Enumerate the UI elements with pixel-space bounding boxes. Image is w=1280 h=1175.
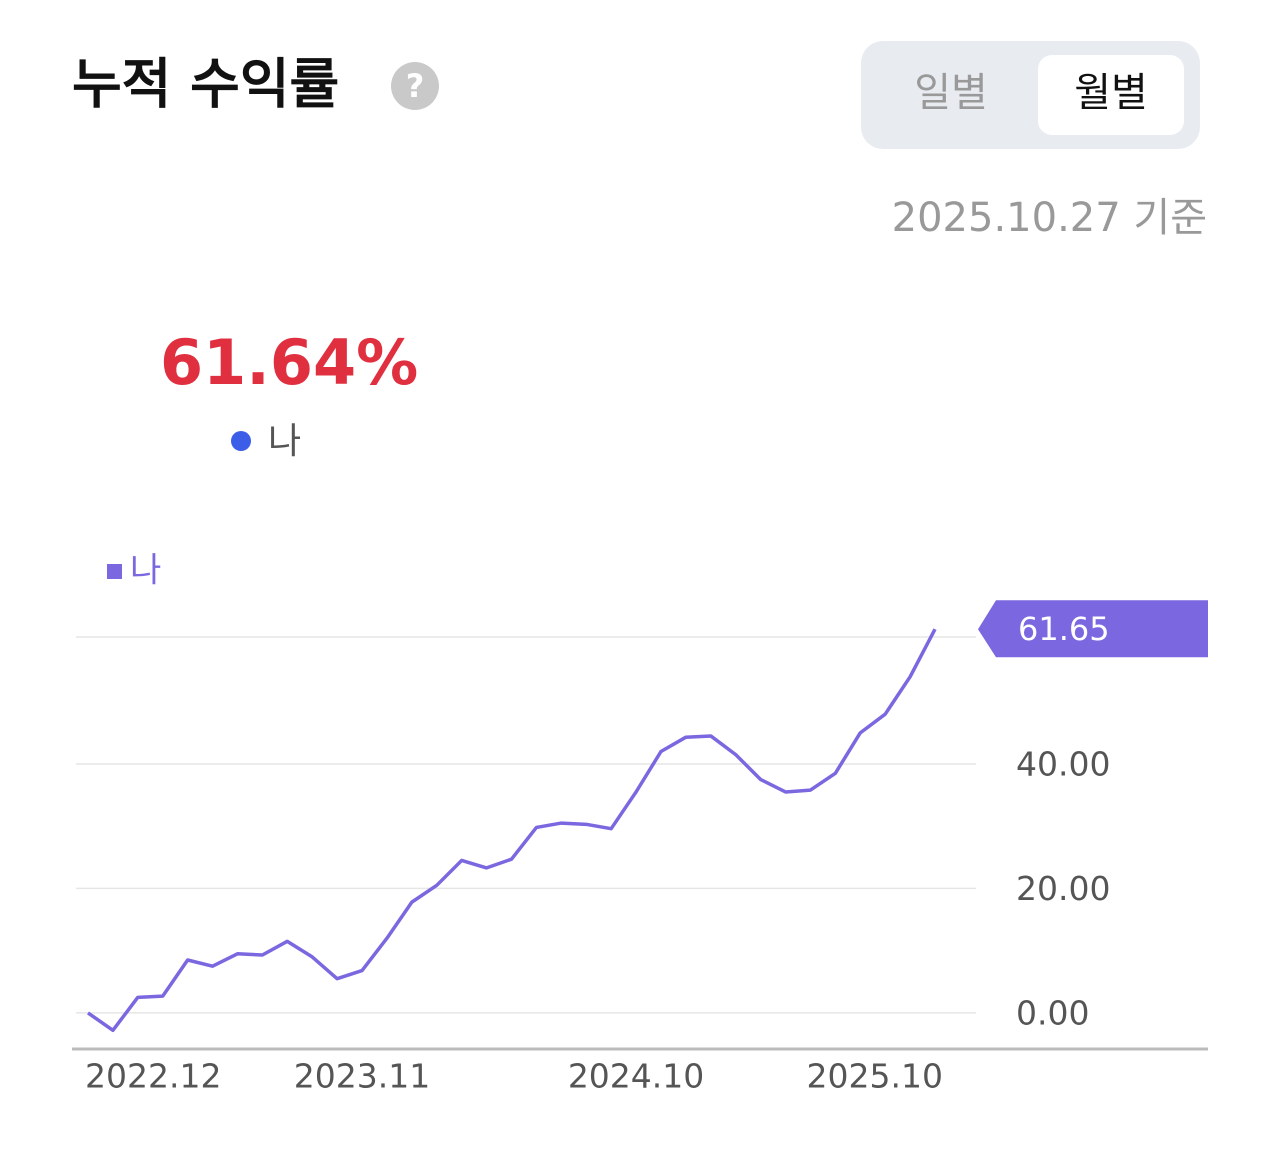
summary-legend-dot xyxy=(231,431,251,451)
help-icon[interactable]: ? xyxy=(391,62,439,110)
tab[interactable]: 월별 xyxy=(1074,70,1148,116)
tab-selected-bg xyxy=(1038,55,1184,135)
last-value-badge xyxy=(978,600,1208,658)
line xyxy=(86,628,937,1033)
x-tick-label: 2024.10 xyxy=(568,1057,704,1096)
summary-value: 61.64% xyxy=(160,326,418,399)
y-tick-label: 20.00 xyxy=(1016,869,1110,908)
y-tick-label: 40.00 xyxy=(1016,744,1110,783)
x-tick-label: 2025.10 xyxy=(807,1057,943,1096)
x-tick-label: 2023.11 xyxy=(294,1057,430,1096)
tab[interactable]: 일별 xyxy=(914,70,988,116)
x-tick-label: 2022.12 xyxy=(85,1057,221,1096)
title: 누적 수익률 xyxy=(72,53,339,116)
help-mark: ? xyxy=(406,67,425,105)
y-tick-label: 0.00 xyxy=(1016,993,1089,1032)
help-circle xyxy=(391,62,439,110)
as-of-date: 2025.10.27 기준 xyxy=(892,195,1207,241)
legend-label: 나 xyxy=(130,551,161,591)
last-value-label: 61.65 xyxy=(1018,610,1110,648)
summary-legend: 나 xyxy=(268,421,301,462)
legend-swatch xyxy=(107,564,122,579)
